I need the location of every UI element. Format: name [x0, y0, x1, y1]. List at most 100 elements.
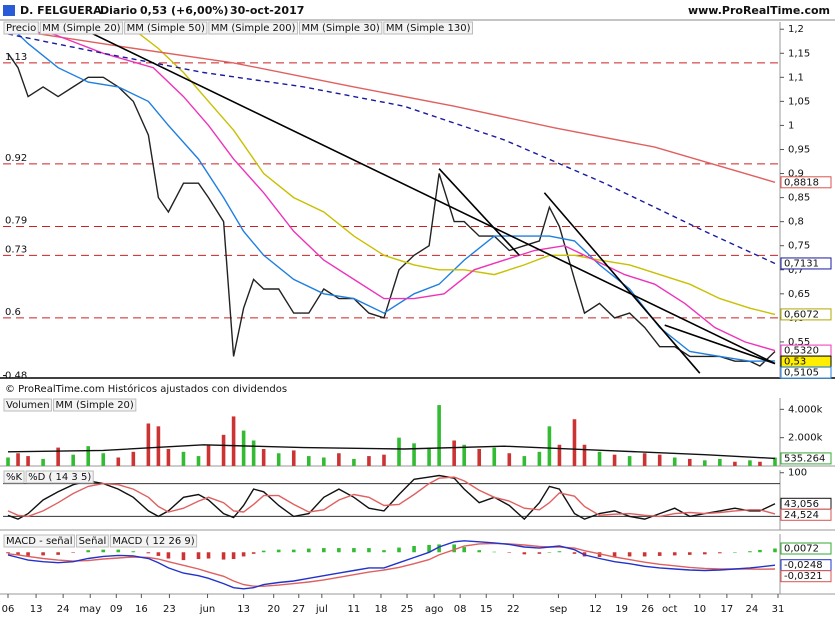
bar: [572, 419, 577, 466]
bar: [703, 460, 707, 466]
x-tick-label: 06: [2, 604, 15, 615]
bar: [627, 456, 632, 466]
bar: [16, 552, 20, 555]
bar: [718, 458, 722, 466]
bar: [672, 457, 677, 466]
bar: [367, 456, 371, 466]
value-badge-label: 0,5105: [784, 368, 819, 379]
value-badge-label: -0,0248: [784, 560, 823, 571]
legend-label: MM (Simple 50): [127, 23, 205, 34]
bar: [642, 453, 647, 466]
legend-box: [39, 21, 124, 35]
legend-box: [76, 534, 109, 548]
value-badge: [780, 508, 832, 521]
x-tick-label: 25: [401, 604, 414, 615]
series-line: [132, 28, 776, 316]
series-line: [7, 28, 776, 352]
x-tick-label: 13: [30, 604, 43, 615]
bar: [101, 549, 106, 553]
bar: [221, 552, 226, 560]
bar: [206, 444, 211, 466]
bar: [557, 444, 562, 466]
bar: [86, 446, 91, 466]
bar: [557, 551, 562, 553]
bar: [352, 458, 356, 466]
bar: [397, 437, 401, 466]
value-badge: [780, 570, 832, 583]
bar: [306, 548, 311, 553]
bar: [26, 456, 30, 466]
bar: [101, 453, 106, 466]
y-tick-label: 4.000k: [788, 404, 823, 415]
legend-box: [25, 470, 94, 484]
x-tick-label: 27: [292, 604, 305, 615]
bar: [462, 444, 466, 466]
x-tick-label: 17: [720, 604, 733, 615]
series-line: [7, 474, 776, 521]
legend-box: [3, 534, 76, 548]
x-tick-label: 24: [57, 604, 70, 615]
bar: [41, 458, 45, 466]
bar: [56, 552, 60, 555]
bar: [206, 552, 211, 559]
series-line: [7, 23, 776, 362]
bar: [71, 454, 75, 466]
x-tick-label: 09: [110, 604, 123, 615]
value-badge-label: 0,6072: [784, 309, 819, 320]
y-tick-label: 1: [788, 120, 794, 131]
bar: [221, 434, 226, 466]
bar: [572, 552, 577, 554]
bar: [547, 426, 552, 466]
bar: [156, 426, 161, 466]
site: www.ProRealTime.com: [688, 4, 830, 17]
bar: [397, 547, 401, 553]
bar: [6, 457, 10, 466]
bar: [612, 454, 617, 466]
series-line: [7, 52, 776, 367]
y-tick-label: 0,7: [788, 265, 804, 276]
bar: [181, 451, 186, 466]
bar: [322, 457, 326, 466]
bar: [16, 453, 20, 466]
value-badge: [780, 542, 832, 555]
bar: [452, 544, 456, 553]
bar: [733, 552, 737, 553]
bar: [56, 447, 60, 466]
bar: [748, 460, 752, 466]
bar: [657, 454, 662, 466]
x-tick-label: 08: [454, 604, 467, 615]
x-tick-label: ago: [425, 604, 444, 615]
legend-label: %D ( 14 3 5): [28, 472, 91, 483]
bar: [537, 451, 542, 466]
bar: [166, 552, 171, 559]
bar: [758, 549, 762, 553]
y-tick-label: 0,8: [788, 217, 804, 228]
period: Diario: [100, 4, 138, 17]
icon: [3, 5, 15, 16]
x-tick-label: 15: [480, 604, 493, 615]
bar: [131, 551, 136, 553]
bar: [6, 552, 10, 554]
bar: [718, 552, 722, 554]
bar: [642, 552, 647, 557]
legend-label: MM (Simple 20): [42, 23, 120, 34]
bar: [146, 423, 151, 466]
x-tick-label: 12: [589, 604, 602, 615]
x-tick-label: 20: [267, 604, 280, 615]
level-label: 0.79: [5, 215, 27, 226]
bar: [231, 552, 236, 560]
value-badge-label: 535.264: [784, 453, 825, 464]
x-tick-label: 13: [237, 604, 250, 615]
bar: [657, 552, 662, 556]
bar: [477, 449, 482, 466]
legend-label: MM (Simple 200): [211, 23, 296, 34]
bar: [337, 548, 341, 553]
y-tick-label: 0,75: [788, 241, 810, 252]
value-badge-label: 43,056: [784, 499, 819, 510]
y-tick-label: 1,1: [788, 72, 804, 83]
bar: [492, 447, 497, 466]
legend-box: [53, 398, 137, 412]
value-badge: [780, 452, 832, 465]
y-tick-label: 0,9: [788, 169, 804, 180]
